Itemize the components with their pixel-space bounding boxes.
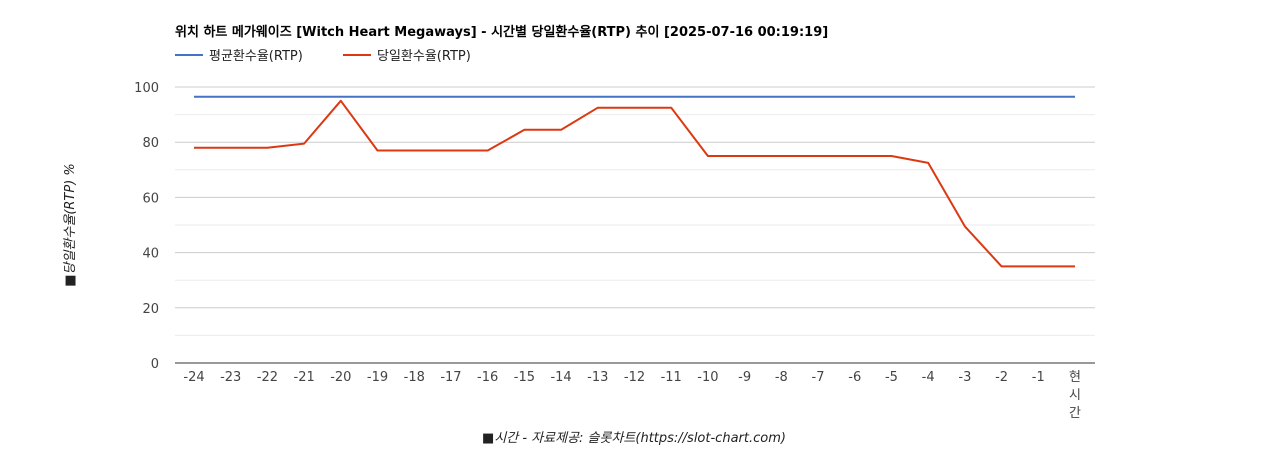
y-tick-label: 60 bbox=[142, 191, 159, 206]
legend-label-average: 평균환수율(RTP) bbox=[209, 49, 303, 64]
x-tick-label: -10 bbox=[697, 370, 718, 385]
x-tick-label: -9 bbox=[738, 370, 751, 385]
x-tick-label: -18 bbox=[404, 370, 425, 385]
chart-title: 위치 하트 메가웨이즈 [Witch Heart Megaways] - 시간별… bbox=[175, 24, 828, 40]
y-tick-label: 0 bbox=[151, 357, 159, 372]
x-tick-label: -5 bbox=[885, 370, 898, 385]
x-tick-label: -20 bbox=[330, 370, 351, 385]
y-tick-label: 80 bbox=[142, 136, 159, 151]
x-axis-label: ■시간 - 자료제공: 슬롯차트(https://slot-chart.com) bbox=[482, 431, 786, 446]
x-tick-label: -11 bbox=[661, 370, 682, 385]
x-axis-ticks: -24 -23 -22 -21 -20 -19 -18 -17 -16 -15 -14 -13 -12 -… bbox=[183, 370, 1081, 421]
x-tick-label: -16 bbox=[477, 370, 498, 385]
x-tick-label: -3 bbox=[958, 370, 971, 385]
series-lines bbox=[194, 95, 1075, 268]
x-tick-label: -15 bbox=[514, 370, 535, 385]
legend-item-average[interactable]: 평균환수율(RTP) bbox=[175, 49, 303, 64]
x-tick-label: -23 bbox=[220, 370, 241, 385]
y-axis-label: ■당일환수율(RTP) % bbox=[63, 163, 78, 287]
x-tick-label: -14 bbox=[550, 370, 571, 385]
y-axis-ticks: 0 20 40 60 80 100 bbox=[134, 81, 159, 372]
x-tick-label: -8 bbox=[775, 370, 788, 385]
x-tick-label: -1 bbox=[1032, 370, 1045, 385]
x-tick-label: -4 bbox=[922, 370, 935, 385]
x-tick-label: -19 bbox=[367, 370, 388, 385]
x-tick-label: -13 bbox=[587, 370, 608, 385]
x-tick-label: -21 bbox=[294, 370, 315, 385]
legend: 평균환수율(RTP) 당일환수율(RTP) bbox=[175, 49, 471, 64]
legend-item-daily[interactable]: 당일환수율(RTP) bbox=[343, 49, 471, 64]
y-tick-label: 40 bbox=[142, 247, 159, 262]
x-tick-label: -17 bbox=[440, 370, 461, 385]
legend-label-daily: 당일환수율(RTP) bbox=[377, 49, 471, 64]
x-tick-label: -24 bbox=[183, 370, 204, 385]
x-tick-label: -12 bbox=[624, 370, 645, 385]
series-line-daily bbox=[194, 99, 1075, 268]
y-tick-label: 20 bbox=[142, 302, 159, 317]
x-tick-label: -6 bbox=[848, 370, 861, 385]
x-tick-label: -2 bbox=[995, 370, 1008, 385]
x-tick-label: -7 bbox=[812, 370, 825, 385]
y-tick-label: 100 bbox=[134, 81, 159, 96]
x-tick-label: -22 bbox=[257, 370, 278, 385]
